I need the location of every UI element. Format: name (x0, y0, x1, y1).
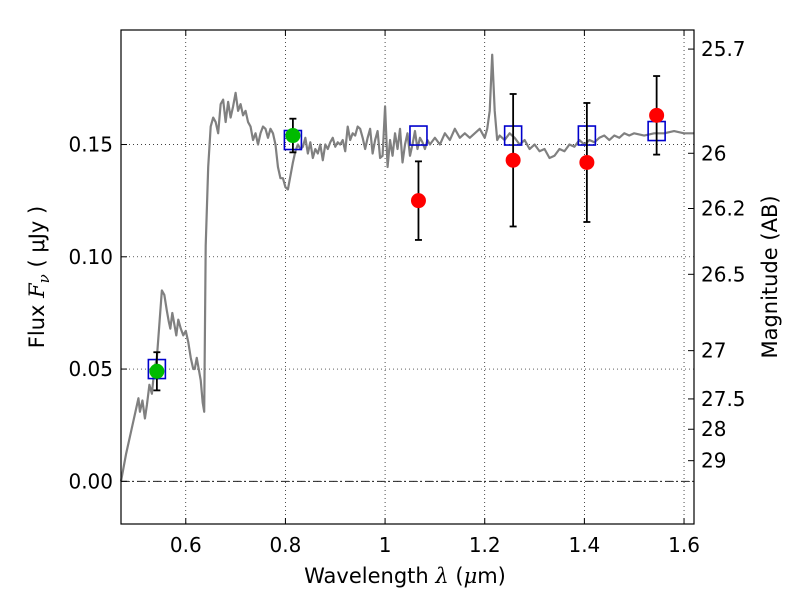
axes-ticks: 0.6 0.8 1 1.2 1.4 1.6 0.00 0.05 0.10 0.15 25.7 26 26… (68, 30, 746, 557)
x-tick-label: 1.2 (469, 533, 501, 557)
x-tick-label: 0.6 (170, 533, 202, 557)
y-tick-label: 0.15 (68, 133, 113, 157)
magnitude-tick-label: 27.5 (701, 387, 746, 411)
magnitude-tick-label: 27 (701, 339, 726, 363)
x-axis-title-unit-mu: μ (464, 564, 478, 588)
x-tick-label: 1 (379, 533, 392, 557)
x-axis-title-prefix: Wavelength (304, 564, 435, 588)
observed-point-green (285, 128, 301, 144)
magnitude-tick-label: 26 (701, 141, 726, 165)
x-axis-title: Wavelength λ (μm) (304, 564, 506, 588)
model-spectrum-line (119, 53, 694, 482)
y-axis-title-unit: ( μJy ) (25, 206, 49, 274)
y-axis-title-subscript: ν (35, 274, 53, 283)
observed-point-green (149, 363, 165, 379)
y-axis-title-prefix: Flux (25, 298, 49, 348)
y-tick-label: 0.10 (68, 245, 113, 269)
model-photometry-square (409, 125, 428, 146)
observed-point-red (505, 152, 521, 168)
magnitude-axis-title: Magnitude (AB) (758, 195, 782, 358)
magnitude-tick-label: 26.2 (701, 197, 746, 221)
plot-frame (120, 29, 695, 525)
y-tick-label: 0.00 (68, 469, 113, 493)
x-axis-title-symbol: λ (434, 564, 448, 588)
observed-point-red (579, 154, 595, 170)
observed-point-red (410, 193, 426, 209)
plot-series (119, 53, 694, 482)
x-tick-label: 1.4 (568, 533, 600, 557)
gridlines (121, 30, 694, 524)
x-axis-title-unit-rest: m) (477, 564, 506, 588)
y-axis-title: Flux Fν ( μJy ) (25, 206, 53, 348)
y-tick-label: 0.05 (68, 357, 113, 381)
magnitude-tick-label: 29 (701, 449, 726, 473)
magnitude-tick-label: 28 (701, 417, 726, 441)
y-axis-title-symbol: F (25, 282, 49, 299)
x-tick-label: 0.8 (270, 533, 302, 557)
x-tick-label: 1.6 (668, 533, 700, 557)
observed-point-red (649, 107, 665, 123)
magnitude-tick-label: 26.5 (701, 262, 746, 286)
x-axis-title-unit-open: ( (449, 564, 464, 588)
magnitude-tick-label: 25.7 (701, 37, 746, 61)
